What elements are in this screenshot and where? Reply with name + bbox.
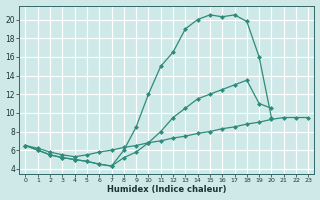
X-axis label: Humidex (Indice chaleur): Humidex (Indice chaleur) (107, 185, 227, 194)
